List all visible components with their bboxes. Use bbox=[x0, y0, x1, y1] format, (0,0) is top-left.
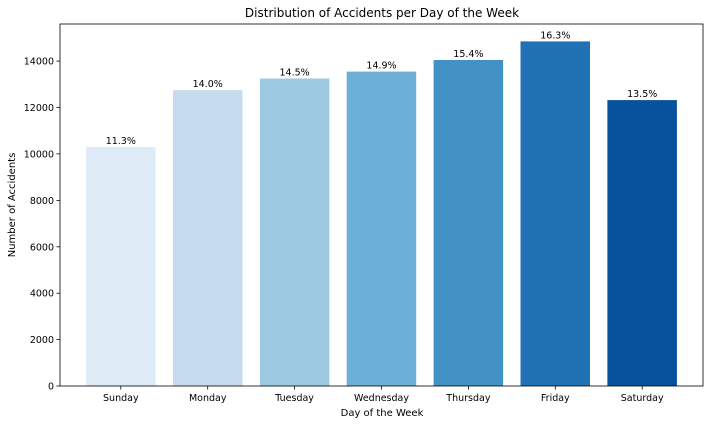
y-tick-label-2000: 2000 bbox=[30, 335, 54, 346]
x-tick-label-wednesday: Wednesday bbox=[354, 393, 409, 404]
x-tick-label-saturday: Saturday bbox=[621, 393, 664, 404]
bar-thursday bbox=[433, 60, 504, 386]
bars-group bbox=[86, 41, 677, 387]
y-axis: 0 2000 4000 6000 8000 10000 12000 14000 bbox=[24, 57, 60, 393]
y-tick-label-8000: 8000 bbox=[30, 196, 54, 207]
bar-friday bbox=[520, 41, 590, 387]
data-label-thursday: 15.4% bbox=[453, 49, 483, 60]
data-label-sunday: 11.3% bbox=[106, 136, 136, 147]
y-tick-label-14000: 14000 bbox=[24, 57, 54, 68]
y-tick-label-6000: 6000 bbox=[30, 242, 54, 253]
plot-frame bbox=[59, 23, 704, 387]
y-axis-label: Number of Accidents bbox=[7, 153, 18, 258]
data-label-friday: 16.3% bbox=[540, 30, 570, 41]
chart-title: Distribution of Accidents per Day of the… bbox=[245, 6, 519, 20]
data-labels-group: 11.3% 14.0% 14.5% 14.9% 15.4% 16.3% 13.5% bbox=[106, 30, 658, 147]
x-axis-label: Day of the Week bbox=[341, 408, 424, 419]
data-label-monday: 14.0% bbox=[193, 79, 223, 90]
x-tick-label-sunday: Sunday bbox=[103, 393, 139, 404]
y-tick-label-12000: 12000 bbox=[24, 103, 54, 114]
x-tick-label-tuesday: Tuesday bbox=[274, 393, 314, 404]
y-tick-label-0: 0 bbox=[48, 382, 54, 393]
data-label-saturday: 13.5% bbox=[627, 89, 657, 100]
bar-monday bbox=[173, 90, 243, 386]
bar-saturday bbox=[607, 100, 677, 386]
data-label-wednesday: 14.9% bbox=[366, 61, 396, 72]
x-tick-label-monday: Monday bbox=[189, 393, 227, 404]
bar-tuesday bbox=[259, 78, 330, 386]
bar-wednesday bbox=[346, 71, 417, 386]
y-tick-label-10000: 10000 bbox=[24, 149, 54, 160]
data-label-tuesday: 14.5% bbox=[280, 68, 310, 79]
x-tick-label-friday: Friday bbox=[541, 393, 570, 404]
bar-sunday bbox=[86, 147, 156, 386]
x-axis: Sunday Monday Tuesday Wednesday Thursday Frid… bbox=[103, 386, 664, 404]
y-tick-label-4000: 4000 bbox=[30, 289, 54, 300]
x-tick-label-thursday: Thursday bbox=[445, 393, 491, 404]
